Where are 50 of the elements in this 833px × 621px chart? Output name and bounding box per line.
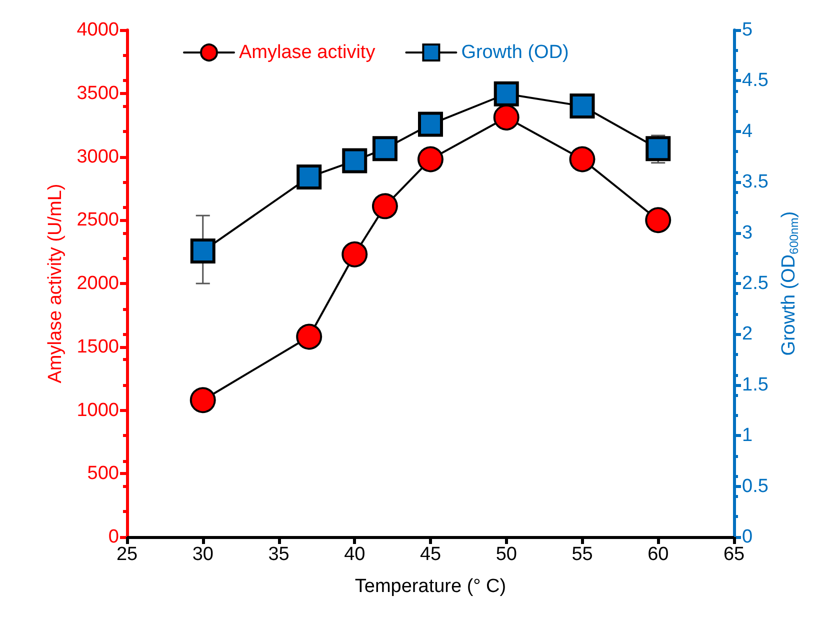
point (570, 94, 595, 119)
x-tick-label: 50 (496, 544, 517, 565)
point (418, 146, 444, 172)
x-tick-label: 30 (192, 544, 214, 565)
y-tick-label: 4000 (76, 20, 119, 40)
y2-tick-label: 3.5 (742, 172, 768, 193)
x-tick-label: 35 (268, 544, 290, 565)
x-tick-label: 55 (572, 544, 593, 565)
y2-tick-label: 5 (742, 20, 753, 40)
point (418, 112, 443, 137)
point (190, 238, 216, 264)
x-tick-label: 40 (344, 544, 366, 565)
y2-tick-label: 1 (742, 425, 753, 446)
point (342, 241, 368, 268)
y-tick-label: 3000 (76, 146, 119, 168)
y-tick-label: 0 (108, 526, 119, 548)
y-tick-label: 2500 (76, 210, 119, 231)
y2-axis-title: Growth (OD600nm) (778, 211, 801, 356)
y2-tick-label: 0.5 (742, 476, 768, 497)
x-axis-title: Temperature (° C) (354, 576, 506, 597)
y-tick-label: 500 (87, 463, 119, 484)
y-axis-title: Amylase activity (U/mL) (45, 184, 66, 384)
y2-tick-label: 1.5 (742, 374, 768, 396)
y-tick-label: 3500 (76, 82, 119, 104)
point (342, 148, 368, 174)
y2-tick-label: 2.5 (742, 273, 768, 294)
y2-tick-label: 0 (742, 526, 753, 548)
x-tick-label: 65 (723, 544, 745, 565)
point (569, 146, 596, 172)
y-tick-label: 1000 (76, 400, 119, 421)
y2-tick-label: 4 (742, 120, 753, 142)
legend-label: Amylase activity (239, 42, 376, 63)
y-tick-label: 2000 (76, 273, 119, 294)
x-tick-label: 45 (420, 544, 442, 565)
y2-tick-label: 2 (742, 324, 753, 345)
x-tick-label: 60 (648, 544, 669, 565)
point (494, 81, 519, 106)
x-tick-label: 25 (116, 544, 138, 565)
point (372, 193, 398, 220)
point (646, 136, 671, 162)
point (645, 207, 672, 234)
point (372, 136, 398, 162)
point (296, 324, 322, 350)
y-tick-label: 1500 (76, 336, 119, 358)
point (190, 387, 216, 414)
point (296, 164, 322, 190)
y2-tick-label: 4.5 (742, 70, 768, 92)
y2-tick-label: 3 (742, 222, 753, 244)
point (493, 104, 520, 130)
legend-label: Growth (OD) (461, 42, 569, 63)
